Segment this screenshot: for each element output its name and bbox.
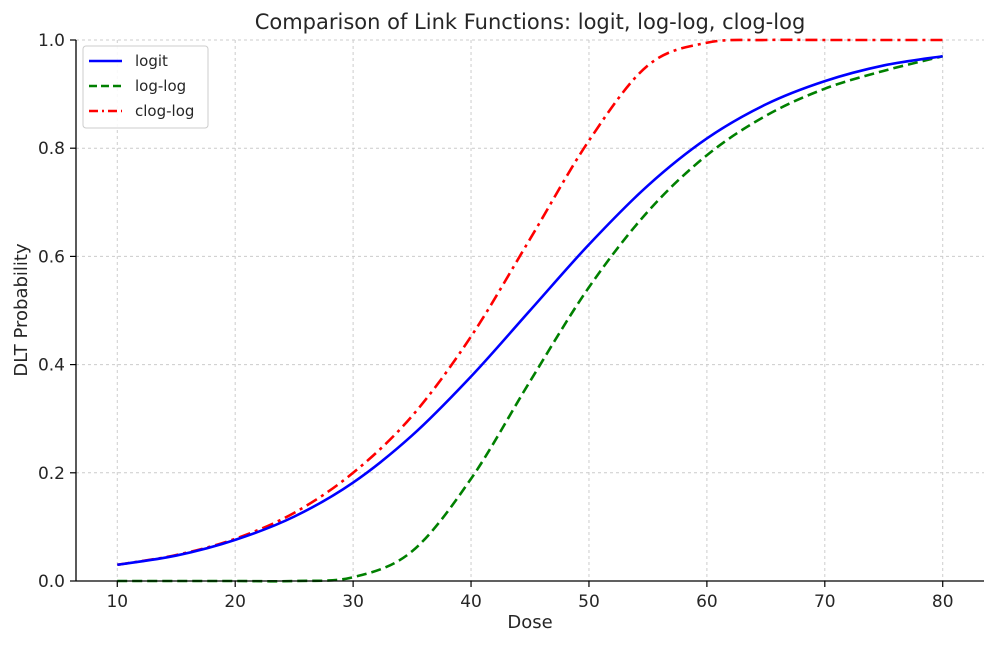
y-tick-label: 0.0: [38, 572, 65, 592]
axes: 10 20 30 40 50 60 70 80 0.0 0.2 0.4 0.6 0.8 1.0: [38, 31, 984, 612]
chart-title: Comparison of Link Functions: logit, log…: [255, 10, 806, 34]
series-line-logit: [117, 54, 943, 567]
y-axis-label: DLT Probability: [11, 243, 32, 377]
x-tick-label: 50: [578, 592, 600, 612]
y-tick-label: 0.6: [38, 247, 65, 267]
y-tick-label: 0.4: [38, 356, 65, 376]
legend-label-clog-log: clog-log: [135, 102, 194, 120]
x-tick-label: 70: [814, 592, 836, 612]
legend-label-logit: logit: [135, 52, 168, 70]
x-tick-label: 20: [224, 592, 246, 612]
y-tick-label: 0.8: [38, 139, 65, 159]
legend: logit log-log clog-log: [82, 45, 209, 129]
x-tick-label: 30: [342, 592, 364, 612]
x-axis-label: Dose: [507, 612, 552, 633]
x-tick-label: 40: [460, 592, 482, 612]
y-tick-label: 0.2: [38, 464, 65, 484]
series-line-clog-log: [117, 38, 943, 567]
x-tick-label: 60: [696, 592, 718, 612]
x-tick-label: 80: [932, 592, 954, 612]
x-tick-label: 10: [106, 592, 128, 612]
legend-label-log-log: log-log: [135, 77, 186, 95]
y-tick-label: 1.0: [38, 31, 65, 51]
legend-box: [82, 45, 209, 129]
